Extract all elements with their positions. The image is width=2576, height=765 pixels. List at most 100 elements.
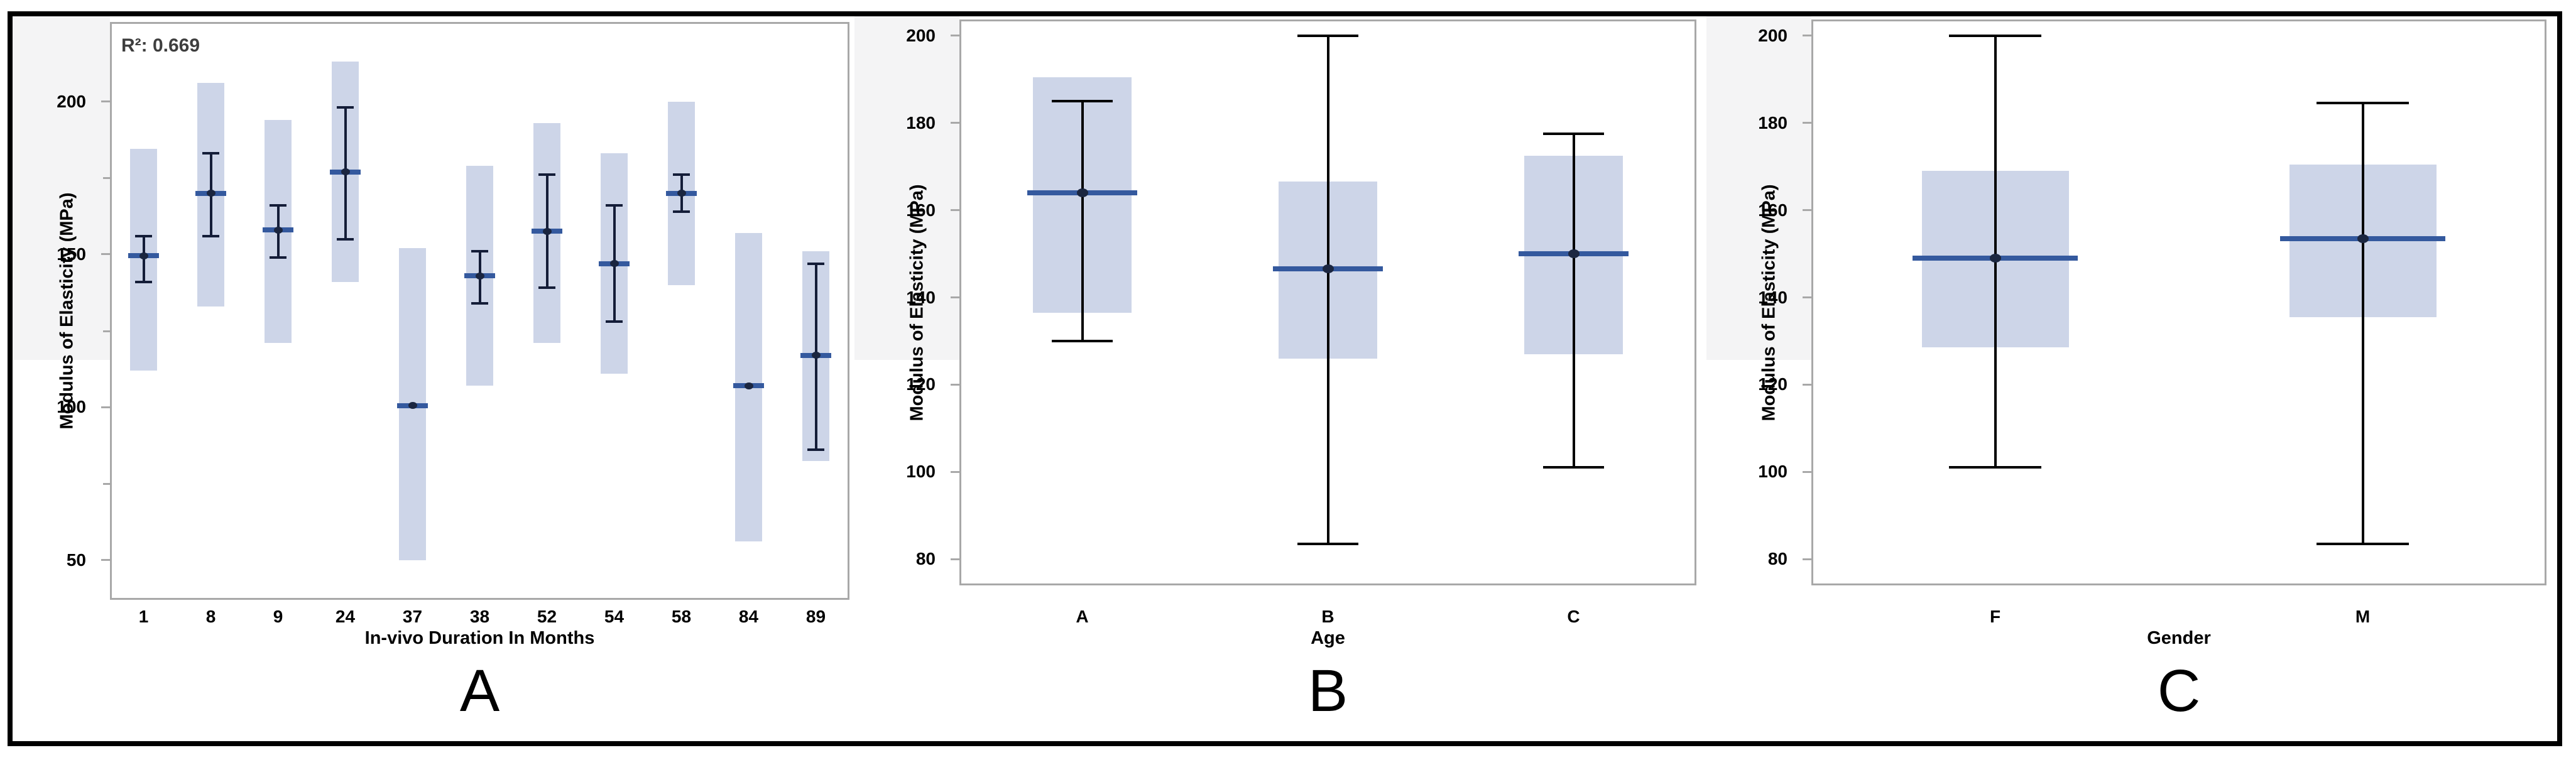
mean-dot (609, 260, 619, 268)
x-axis-category-label: A (1076, 607, 1089, 626)
y-axis-tick (1803, 296, 1811, 298)
x-axis-category-label: 8 (205, 607, 216, 626)
y-axis-tick (101, 559, 110, 562)
whisker-cap-top (538, 173, 555, 176)
y-axis-tick-label: 200 (1758, 25, 1787, 45)
whisker-cap-bottom (538, 286, 555, 290)
y-axis-tick-label: 180 (906, 112, 936, 133)
whisker-cap-top (1297, 34, 1359, 37)
mean-dot (1989, 253, 2001, 263)
r-squared-annotation: R²: 0.669 (121, 35, 200, 56)
x-axis-category-label: F (1989, 607, 2001, 626)
x-axis-category-label: B (1321, 607, 1334, 626)
whisker-cap-bottom (337, 237, 354, 241)
y-axis-minor-tick (103, 483, 110, 486)
mean-dot (2357, 234, 2369, 243)
y-axis-tick (101, 253, 110, 256)
y-axis-tick-label: 80 (915, 549, 936, 569)
x-axis-category-label: 54 (604, 607, 625, 626)
y-axis-tick-label: 50 (66, 550, 86, 570)
whisker-cap-bottom (2317, 543, 2409, 545)
whisker-cap-top (673, 173, 690, 176)
mean-dot (677, 190, 686, 197)
mean-dot (744, 382, 753, 389)
y-axis-tick-label: 160 (1758, 200, 1787, 220)
mean-dot (206, 190, 216, 197)
y-axis-tick (101, 100, 110, 103)
y-axis-tick-label: 140 (906, 287, 936, 307)
y-axis-minor-tick (103, 330, 110, 332)
x-axis-category-label: M (2355, 607, 2371, 626)
y-axis-tick (1803, 122, 1811, 124)
y-axis-tick-label: 120 (906, 374, 936, 394)
whisker-cap-bottom (202, 234, 219, 237)
whisker-cap-bottom (673, 210, 690, 213)
y-axis-tick-label: 100 (1758, 462, 1787, 482)
mean-dot (408, 402, 417, 410)
whisker-line (1081, 100, 1084, 341)
mean-dot (273, 226, 283, 234)
whisker-cap-bottom (1949, 466, 2041, 469)
whisker-cap-bottom (471, 301, 488, 305)
whisker-cap-top (135, 234, 152, 237)
y-axis-tick-label: 140 (1758, 287, 1787, 307)
x-axis-category-label: 38 (469, 607, 490, 626)
panel-letter: C (2157, 658, 2201, 724)
mean-dot (1076, 188, 1088, 197)
whisker-cap-bottom (807, 448, 824, 452)
whisker-line (1994, 35, 1997, 468)
y-axis-tick-label: 200 (57, 91, 86, 111)
y-axis-tick (951, 470, 959, 473)
figure-outer-border (8, 11, 2562, 746)
x-axis-category-label: 24 (335, 607, 356, 626)
y-axis-tick (1803, 558, 1811, 560)
y-axis-tick (1803, 35, 1811, 37)
whisker-cap-top (270, 204, 287, 207)
axis-gutter-background (13, 16, 110, 360)
x-axis-title: In-vivo Duration In Months (364, 628, 595, 648)
whisker-cap-bottom (606, 320, 623, 323)
mean-dot (811, 352, 821, 359)
whisker-cap-bottom (135, 280, 152, 283)
y-axis-title: Modulus of Elasticity (MPa) (57, 192, 77, 430)
y-axis-tick (951, 35, 959, 37)
x-axis-category-label: 52 (537, 607, 557, 626)
whisker-line (1326, 35, 1329, 544)
x-axis-title: Gender (2147, 628, 2211, 648)
y-axis-title: Modulus of Elasticity (MPa) (907, 183, 927, 421)
x-axis-category-label: 89 (805, 607, 826, 626)
y-axis-tick (951, 558, 959, 560)
whisker-cap-top (2317, 102, 2409, 105)
whisker-line (1572, 134, 1575, 468)
x-axis-category-label: 84 (738, 607, 759, 626)
mean-dot (542, 227, 552, 235)
mean-dot (475, 272, 484, 279)
panel-letter: B (1307, 658, 1348, 724)
y-axis-tick (1803, 383, 1811, 386)
mean-dot (139, 252, 148, 259)
mean-dot (1568, 249, 1580, 259)
whisker-cap-top (807, 262, 824, 265)
y-axis-tick-label: 80 (1767, 549, 1787, 569)
x-axis-category-label: 9 (273, 607, 283, 626)
whisker-cap-top (606, 204, 623, 207)
whisker-cap-top (1949, 34, 2041, 37)
whisker-line (2361, 103, 2364, 544)
y-axis-tick-label: 200 (906, 25, 936, 45)
whisker-cap-top (202, 152, 219, 155)
whisker-cap-bottom (1051, 339, 1113, 342)
y-axis-tick (951, 122, 959, 124)
y-axis-tick-label: 150 (57, 244, 86, 264)
y-axis-tick-label: 180 (1758, 112, 1787, 133)
whisker-cap-bottom (270, 256, 287, 259)
y-axis-tick-label: 100 (57, 397, 86, 417)
axis-gutter-background (854, 16, 959, 360)
y-axis-tick (951, 383, 959, 386)
x-axis-category-label: 1 (138, 607, 149, 626)
whisker-cap-top (337, 106, 354, 109)
whisker-cap-top (471, 250, 488, 253)
x-axis-category-label: 58 (671, 607, 692, 626)
x-axis-category-label: 37 (402, 607, 423, 626)
y-axis-tick (101, 406, 110, 408)
